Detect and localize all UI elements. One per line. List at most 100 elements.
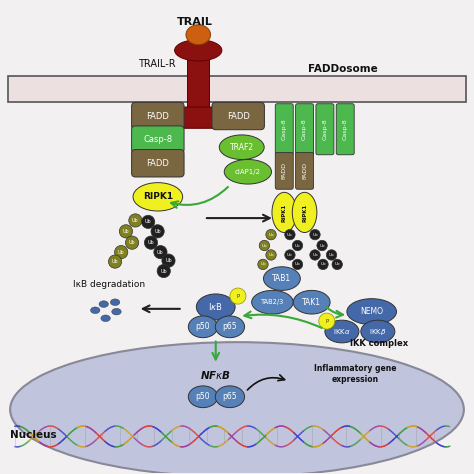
Ellipse shape bbox=[272, 192, 297, 233]
Ellipse shape bbox=[196, 294, 235, 320]
Text: TAK1: TAK1 bbox=[302, 298, 321, 307]
Circle shape bbox=[230, 288, 246, 304]
Text: Ub: Ub bbox=[287, 253, 293, 257]
Text: Ub: Ub bbox=[148, 240, 155, 245]
Text: Casp-8: Casp-8 bbox=[322, 118, 328, 140]
Text: FADD: FADD bbox=[282, 162, 287, 179]
Circle shape bbox=[319, 313, 335, 329]
Circle shape bbox=[142, 215, 155, 228]
Text: Ub: Ub bbox=[320, 263, 326, 266]
Text: FADD: FADD bbox=[227, 111, 250, 120]
Circle shape bbox=[310, 229, 320, 240]
Text: P: P bbox=[237, 293, 239, 299]
Circle shape bbox=[285, 250, 295, 260]
Circle shape bbox=[151, 225, 164, 238]
FancyBboxPatch shape bbox=[212, 102, 264, 130]
Text: Ub: Ub bbox=[129, 240, 136, 245]
Text: Ub: Ub bbox=[268, 253, 274, 257]
Text: FADD: FADD bbox=[146, 111, 169, 120]
FancyBboxPatch shape bbox=[275, 104, 293, 155]
Text: IKK$\beta$: IKK$\beta$ bbox=[369, 327, 387, 337]
Circle shape bbox=[266, 229, 276, 240]
Text: I$\kappa$B: I$\kappa$B bbox=[209, 301, 223, 312]
FancyBboxPatch shape bbox=[132, 102, 184, 130]
Ellipse shape bbox=[174, 40, 222, 61]
Circle shape bbox=[285, 229, 295, 240]
Ellipse shape bbox=[264, 267, 301, 291]
Text: Ub: Ub bbox=[328, 253, 334, 257]
Text: Ub: Ub bbox=[155, 229, 161, 234]
Text: FADD: FADD bbox=[302, 162, 307, 179]
Text: TRAIL: TRAIL bbox=[176, 17, 212, 27]
Text: TRAIL-R: TRAIL-R bbox=[138, 60, 175, 70]
Ellipse shape bbox=[112, 309, 121, 315]
Text: Inflammatory gene
expression: Inflammatory gene expression bbox=[314, 365, 396, 384]
Ellipse shape bbox=[188, 386, 218, 408]
Text: TAB1: TAB1 bbox=[273, 274, 292, 283]
Text: Ub: Ub bbox=[295, 244, 301, 247]
FancyBboxPatch shape bbox=[296, 104, 314, 155]
Ellipse shape bbox=[99, 301, 109, 308]
Circle shape bbox=[129, 214, 142, 227]
Text: Ub: Ub bbox=[319, 244, 325, 247]
Text: Ub: Ub bbox=[157, 250, 164, 255]
Text: Ub: Ub bbox=[268, 233, 274, 237]
Ellipse shape bbox=[186, 25, 210, 45]
Bar bbox=[8, 76, 466, 102]
Text: TAB2/3: TAB2/3 bbox=[261, 299, 284, 305]
Text: Ub: Ub bbox=[287, 233, 293, 237]
Text: Ub: Ub bbox=[295, 263, 301, 266]
Circle shape bbox=[119, 225, 133, 238]
Ellipse shape bbox=[10, 342, 464, 474]
Bar bbox=[187, 55, 209, 126]
Text: p50: p50 bbox=[196, 392, 210, 401]
Circle shape bbox=[258, 259, 268, 270]
Text: IKK complex: IKK complex bbox=[350, 339, 408, 348]
Text: NEMO: NEMO bbox=[360, 307, 383, 316]
Ellipse shape bbox=[224, 159, 272, 184]
Ellipse shape bbox=[101, 315, 110, 321]
Circle shape bbox=[162, 254, 175, 267]
Text: RIPK1: RIPK1 bbox=[302, 203, 307, 221]
FancyBboxPatch shape bbox=[132, 126, 184, 154]
Circle shape bbox=[326, 250, 337, 260]
Text: Ub: Ub bbox=[145, 219, 152, 224]
FancyArrowPatch shape bbox=[247, 375, 284, 390]
FancyBboxPatch shape bbox=[336, 104, 354, 155]
Text: IκB degradation: IκB degradation bbox=[73, 280, 146, 289]
Circle shape bbox=[145, 236, 157, 249]
Text: IKK$\alpha$: IKK$\alpha$ bbox=[333, 327, 351, 336]
Text: TRAF2: TRAF2 bbox=[230, 143, 254, 152]
FancyBboxPatch shape bbox=[132, 150, 184, 177]
Text: Ub: Ub bbox=[312, 233, 318, 237]
Circle shape bbox=[157, 264, 170, 278]
Text: Casp-8: Casp-8 bbox=[343, 118, 348, 140]
Ellipse shape bbox=[91, 307, 100, 314]
Text: p65: p65 bbox=[223, 322, 237, 331]
Text: Ub: Ub bbox=[132, 218, 139, 223]
Circle shape bbox=[115, 246, 128, 259]
Ellipse shape bbox=[110, 299, 120, 306]
Text: P: P bbox=[325, 319, 328, 324]
Circle shape bbox=[317, 240, 327, 251]
Ellipse shape bbox=[325, 320, 359, 343]
Text: Ub: Ub bbox=[312, 253, 318, 257]
Text: cIAP1/2: cIAP1/2 bbox=[235, 169, 261, 175]
Ellipse shape bbox=[188, 316, 218, 337]
Text: RIPK1: RIPK1 bbox=[143, 192, 173, 201]
Ellipse shape bbox=[361, 320, 395, 343]
Text: Ub: Ub bbox=[334, 263, 340, 266]
FancyBboxPatch shape bbox=[296, 153, 314, 189]
Circle shape bbox=[292, 259, 303, 270]
Circle shape bbox=[292, 240, 303, 251]
Ellipse shape bbox=[292, 192, 317, 233]
Ellipse shape bbox=[293, 291, 330, 314]
Circle shape bbox=[318, 259, 328, 270]
Text: Ub: Ub bbox=[112, 259, 118, 264]
Text: Ub: Ub bbox=[160, 269, 167, 273]
Text: Ub: Ub bbox=[165, 258, 172, 263]
Circle shape bbox=[154, 246, 167, 259]
Ellipse shape bbox=[215, 316, 245, 337]
Text: Casp-8: Casp-8 bbox=[282, 118, 287, 140]
Ellipse shape bbox=[133, 182, 182, 211]
